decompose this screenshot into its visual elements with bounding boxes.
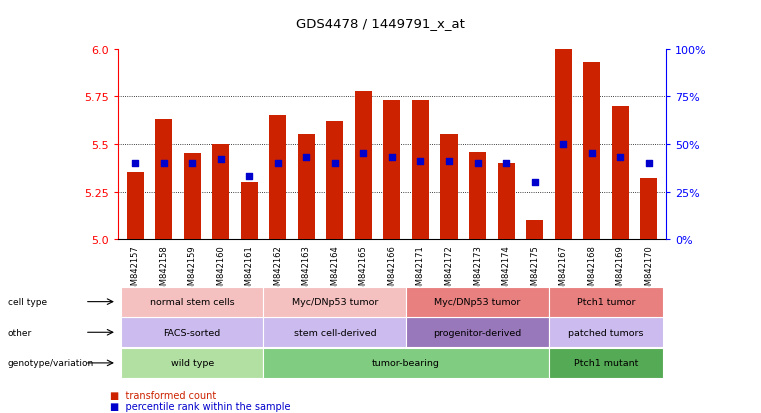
Bar [384,101,400,240]
Bar [326,122,343,240]
Bar [441,135,457,240]
Bar [240,183,258,240]
Text: Ptch1 tumor: Ptch1 tumor [577,297,635,306]
Point [585,151,597,157]
Bar [126,173,144,240]
Text: Ptch1 mutant: Ptch1 mutant [574,358,638,368]
Point [158,160,170,167]
Bar [526,221,543,240]
Text: stem cell-derived: stem cell-derived [294,328,376,337]
Text: GDS4478 / 1449791_x_at: GDS4478 / 1449791_x_at [296,17,465,29]
Point [215,157,227,163]
Bar [555,50,572,240]
Text: patched tumors: patched tumors [568,328,644,337]
Point [186,160,198,167]
Point [129,160,142,167]
Point [386,154,398,161]
Point [614,154,626,161]
Bar [183,154,201,240]
Text: tumor-bearing: tumor-bearing [372,358,440,368]
Text: Myc/DNp53 tumor: Myc/DNp53 tumor [435,297,521,306]
Bar [212,145,229,240]
Point [642,160,654,167]
Point [329,160,341,167]
Bar [640,179,658,240]
Point [528,179,540,186]
Bar [269,116,286,240]
Text: wild type: wild type [170,358,214,368]
Text: genotype/variation: genotype/variation [8,358,94,368]
Text: ■  percentile rank within the sample: ■ percentile rank within the sample [110,401,291,411]
Bar [498,164,514,240]
Point [243,173,255,180]
Point [300,154,312,161]
Point [443,158,455,165]
Bar [469,152,486,240]
Point [357,151,369,157]
Text: cell type: cell type [8,297,46,306]
Point [471,160,484,167]
Point [500,160,512,167]
Text: ■  transformed count: ■ transformed count [110,390,217,400]
Text: normal stem cells: normal stem cells [150,297,234,306]
Bar [612,107,629,240]
Text: progenitor-derived: progenitor-derived [434,328,521,337]
Point [272,160,284,167]
Bar [155,120,172,240]
Bar [412,101,429,240]
Bar [298,135,315,240]
Point [557,141,569,148]
Text: Myc/DNp53 tumor: Myc/DNp53 tumor [291,297,378,306]
Bar [583,63,600,240]
Text: FACS-sorted: FACS-sorted [164,328,221,337]
Text: other: other [8,328,32,337]
Point [414,158,426,165]
Bar [355,91,372,240]
